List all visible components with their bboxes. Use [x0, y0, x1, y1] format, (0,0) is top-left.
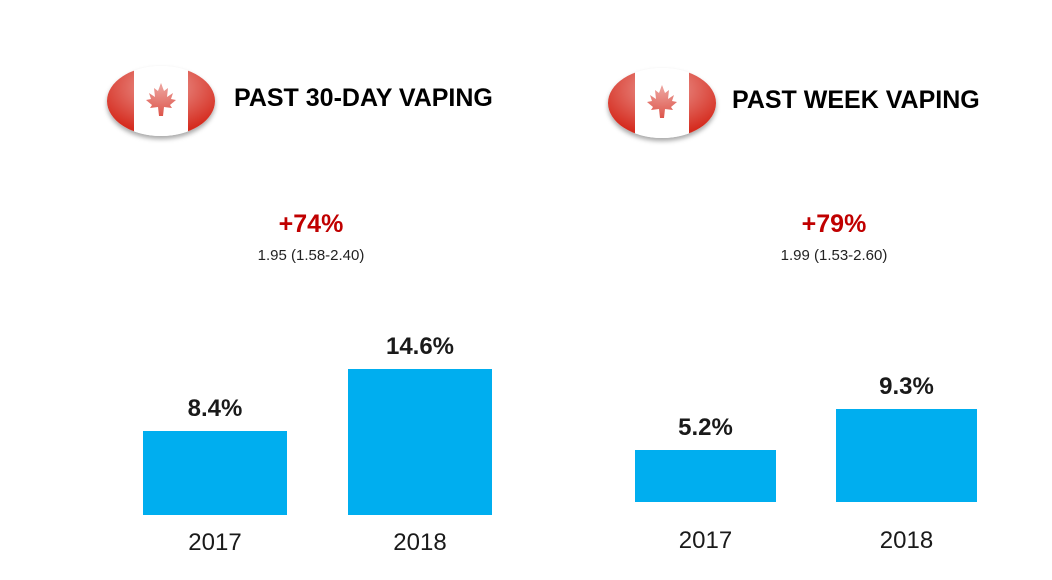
bar-2017	[635, 450, 776, 502]
data-label-2017: 5.2%	[678, 414, 733, 441]
percent-change: +79%	[801, 210, 867, 238]
odds-ratio: 1.95 (1.58-2.40)	[257, 247, 365, 264]
panel-title: PAST 30-DAY VAPING	[234, 84, 493, 112]
data-label-2017: 8.4%	[188, 395, 243, 422]
panel-past-30-day: PAST 30-DAY VAPING +74% 1.95 (1.58-2.40)…	[107, 66, 493, 556]
bar-2017	[143, 431, 287, 515]
percent-change: +74%	[278, 210, 344, 238]
panel-title: PAST WEEK VAPING	[732, 86, 980, 114]
tick-label-2017: 2017	[679, 527, 732, 554]
bar-2018	[836, 409, 977, 502]
odds-ratio: 1.99 (1.53-2.60)	[780, 247, 888, 264]
data-label-2018: 14.6%	[386, 333, 454, 360]
bar-chart-past-30-day: 8.4% 2017 14.6% 2018	[143, 333, 492, 556]
bar-2018	[348, 369, 492, 515]
canada-flag-icon	[107, 66, 215, 136]
bar-chart-past-week: 5.2% 2017 9.3% 2018	[635, 373, 977, 554]
panel-past-week: PAST WEEK VAPING +79% 1.99 (1.53-2.60) 5…	[526, 0, 1052, 580]
tick-label-2018: 2018	[393, 529, 446, 556]
tick-label-2017: 2017	[188, 529, 241, 556]
tick-label-2018: 2018	[880, 527, 933, 554]
data-label-2018: 9.3%	[879, 373, 934, 400]
